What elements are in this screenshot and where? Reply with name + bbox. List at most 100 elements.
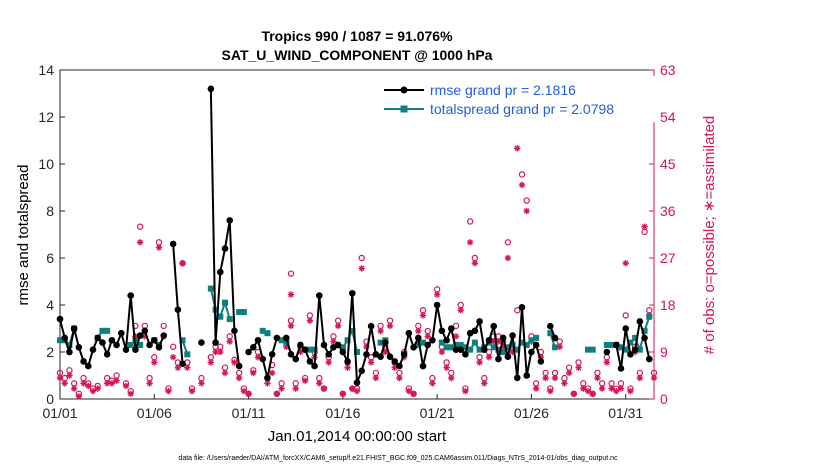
obs-assimilated-marker <box>353 387 361 395</box>
y2-axis-label: # of obs: o=possible; ∗=assimilated <box>701 116 718 355</box>
rmse-point <box>108 336 116 344</box>
totalspread-point <box>226 316 233 323</box>
obs-possible-marker <box>514 307 521 314</box>
y2-tick-label: 63 <box>660 62 676 78</box>
obs-assimilated-marker <box>127 390 134 397</box>
totalspread-point <box>278 337 285 344</box>
obs-assimilated-marker <box>273 390 281 397</box>
x-tick-label: 01/21 <box>420 405 455 421</box>
obs-assimilated-marker <box>61 380 68 387</box>
rmse-point <box>513 374 521 382</box>
rmse-point <box>150 336 158 344</box>
obs-assimilated-marker <box>565 369 573 377</box>
obs-assimilated-marker <box>627 387 634 395</box>
obs-assimilated-marker <box>462 387 469 395</box>
obs-assimilated-marker <box>316 380 323 387</box>
obs-assimilated-marker <box>325 359 332 366</box>
rmse-point <box>499 334 507 342</box>
obs-assimilated-marker <box>641 223 648 230</box>
obs-assimilated-marker <box>481 380 488 387</box>
rmse-point <box>396 362 403 370</box>
rmse-point <box>259 355 267 363</box>
obs-possible-marker <box>466 218 474 225</box>
totalspread-point <box>608 341 615 348</box>
rmse-point <box>264 374 271 382</box>
rmse-point <box>622 325 630 332</box>
obs-assimilated-marker <box>292 385 299 392</box>
rmse-point <box>103 351 111 358</box>
obs-assimilated-marker <box>344 364 351 371</box>
obs-assimilated-marker <box>448 374 455 382</box>
rmse-point <box>235 362 243 370</box>
obs-assimilated-marker <box>85 382 92 390</box>
rmse-point <box>249 344 257 351</box>
obs-assimilated-marker <box>264 380 271 387</box>
rmse-point <box>476 318 483 325</box>
legend: rmse grand pr = 2.1816 totalspread grand… <box>380 76 656 122</box>
obs-assimilated-marker <box>226 338 233 345</box>
obs-assimilated-marker <box>268 369 276 377</box>
obs-assimilated-marker <box>504 254 512 262</box>
totalspread-point <box>533 334 540 341</box>
totalspread-point <box>509 341 516 348</box>
obs-assimilated-marker <box>108 380 116 387</box>
rmse-point <box>282 334 290 342</box>
totalspread-point <box>283 339 290 346</box>
rmse-point <box>169 240 177 248</box>
rmse-point <box>320 341 328 349</box>
totalspread-point <box>354 349 360 355</box>
rmse-point <box>155 344 163 351</box>
totalspread-point <box>471 339 478 346</box>
y-tick-label: 8 <box>46 203 54 219</box>
obs-assimilated-marker <box>75 393 83 400</box>
totalspread-point <box>495 346 502 353</box>
rmse-point <box>221 245 229 252</box>
rmse-point <box>485 336 493 344</box>
obs-assimilated-marker <box>56 374 64 382</box>
obs-assimilated-marker <box>466 239 474 246</box>
totalspread-point <box>127 341 134 348</box>
rmse-point <box>495 355 502 363</box>
obs-assimilated-marker <box>334 322 342 330</box>
obs-assimilated-marker <box>438 348 446 356</box>
obs-assimilated-marker <box>339 390 347 397</box>
obs-assimilated-marker <box>330 338 337 345</box>
rmse-point <box>146 341 153 349</box>
totalspread-point <box>589 346 596 353</box>
totalspread-point <box>344 337 351 344</box>
totalspread-point <box>66 341 73 348</box>
totalspread-point <box>627 339 634 346</box>
y-tick-label: 0 <box>46 391 54 407</box>
obs-possible-marker <box>518 171 526 178</box>
rmse-point <box>306 358 314 365</box>
obs-assimilated-marker <box>613 387 620 395</box>
rmse-point <box>400 351 408 358</box>
obs-assimilated-marker <box>372 374 380 382</box>
obs-assimilated-marker <box>589 390 596 397</box>
x-tick-label: 01/26 <box>514 405 549 421</box>
rmse-point <box>490 322 498 330</box>
rmse-point <box>419 362 427 370</box>
obs-assimilated-marker <box>575 364 582 371</box>
totalspread-point <box>259 327 266 334</box>
totalspread-point <box>504 344 511 351</box>
totalspread-point <box>99 327 106 334</box>
obs-assimilated-marker <box>603 359 611 366</box>
obs-assimilated-marker <box>70 385 78 392</box>
obs-assimilated-marker <box>433 291 441 298</box>
obs-assimilated-marker <box>551 374 559 382</box>
y2-tick-label: 27 <box>660 250 676 266</box>
rmse-point <box>471 327 479 335</box>
obs-assimilated-marker <box>301 377 309 384</box>
totalspread-point <box>104 327 111 334</box>
obs-assimilated-marker <box>231 359 238 366</box>
totalspread-point <box>264 330 271 337</box>
x-tick-label: 01/11 <box>232 405 266 421</box>
rmse-point <box>381 339 389 346</box>
totalspread-point <box>339 344 346 351</box>
rmse-point <box>89 346 97 353</box>
obs-assimilated-marker <box>198 380 205 387</box>
legend-rmse-label: rmse grand pr = 2.1816 <box>430 82 576 98</box>
rmse-point <box>457 346 465 353</box>
